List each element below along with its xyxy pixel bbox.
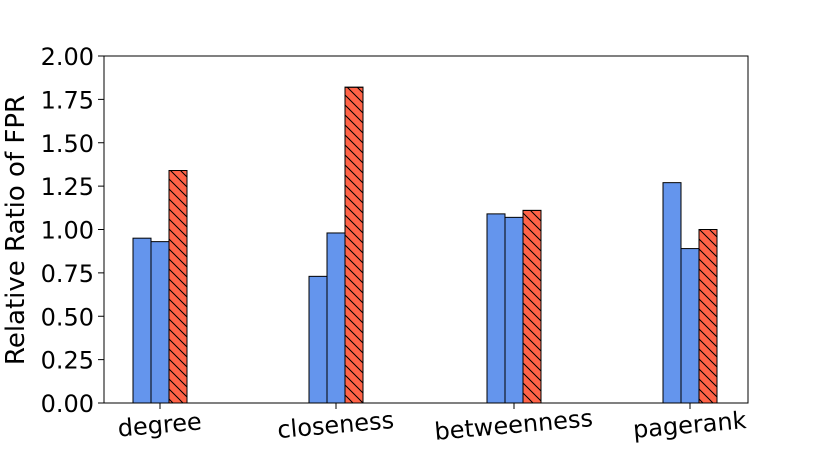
bar-pagerank-series-2: [680, 248, 700, 404]
x-tick-label-betweenness: betweenness: [433, 404, 594, 446]
bar-hatch-closeness: [344, 86, 364, 404]
y-tick-label: 0.00: [41, 390, 94, 418]
bar-closeness-series-2: [326, 232, 346, 404]
y-tick-label: 1.25: [41, 173, 94, 201]
bar-degree-series-1: [132, 237, 152, 404]
y-tick-label: 0.50: [41, 303, 94, 331]
y-axis-label: Relative Ratio of FPR: [1, 95, 31, 365]
y-tick-label: 2.00: [41, 43, 94, 71]
y-tick-label: 0.25: [41, 347, 94, 375]
bar-hatch-pagerank: [698, 229, 718, 404]
plot-frame: [103, 55, 749, 404]
y-tick-label: 1.75: [41, 86, 94, 114]
bar-hatch-betweenness: [522, 209, 542, 404]
bar-hatch-degree: [168, 170, 188, 404]
bar-degree-series-2: [150, 241, 170, 404]
bar-betweenness-series-2: [504, 216, 524, 404]
x-tick-label-degree: degree: [117, 407, 203, 442]
y-tick-label: 1.50: [41, 130, 94, 158]
plot-area: 0.00 0.25 0.50 0.75 1.00 1.25 1.50 1.75 2.00 degr…: [41, 43, 749, 446]
x-tick-label-pagerank: pagerank: [632, 406, 748, 444]
y-tick-label: 0.75: [41, 260, 94, 288]
bar-pagerank-series-1: [662, 182, 682, 404]
y-tick-label: 1.00: [41, 217, 94, 245]
bar-closeness-series-1: [308, 275, 328, 404]
bar-betweenness-series-1: [486, 213, 506, 404]
x-tick-label-closeness: closeness: [276, 406, 395, 444]
